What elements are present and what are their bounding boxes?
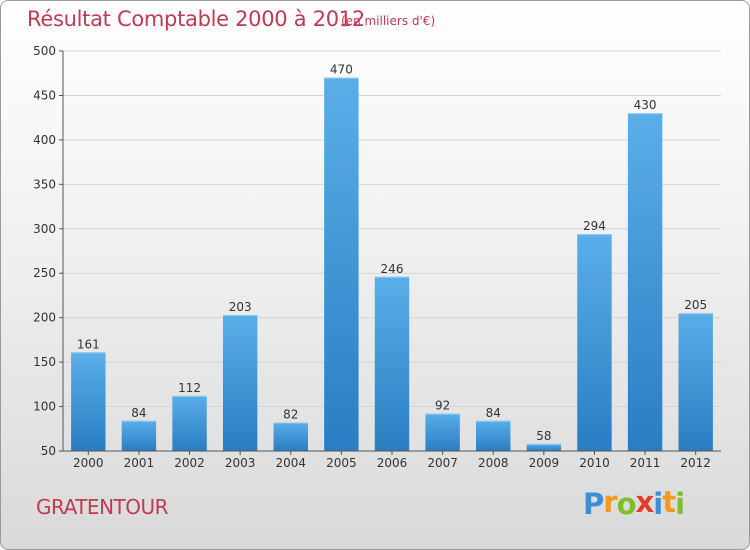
bar — [476, 420, 511, 451]
y-tick-label: 100 — [33, 400, 56, 414]
x-tick-label: 2006 — [377, 456, 408, 470]
bar — [121, 420, 157, 451]
x-tick-label: 2011 — [630, 456, 661, 470]
place-name: GRATENTOUR — [36, 495, 169, 519]
bar — [273, 422, 308, 451]
y-tick-label: 350 — [33, 177, 56, 191]
x-tick-label: 2008 — [478, 456, 509, 470]
bar — [71, 352, 106, 451]
x-tick-label: 2000 — [73, 456, 104, 470]
logo-letter: i — [653, 487, 663, 521]
y-tick-label: 300 — [33, 222, 56, 236]
data-label: 203 — [229, 300, 252, 314]
logo-letter: x — [635, 485, 655, 519]
y-tick-label: 500 — [33, 44, 56, 58]
y-tick-label: 200 — [33, 311, 56, 325]
bar — [222, 315, 258, 451]
y-tick-label: 150 — [33, 355, 56, 369]
x-tick-label: 2012 — [680, 456, 711, 470]
logo-letter: t — [662, 485, 676, 519]
chart-subtitle: (en milliers d'€) — [341, 14, 436, 28]
data-label: 294 — [583, 219, 606, 233]
data-label: 470 — [330, 63, 353, 77]
bar — [526, 443, 562, 451]
logo-letter: o — [616, 487, 637, 521]
x-tick-label: 2010 — [579, 456, 610, 470]
logo-letter: r — [603, 485, 617, 519]
y-tick-label: 400 — [33, 133, 56, 147]
data-label: 82 — [283, 408, 298, 422]
data-label: 92 — [435, 399, 450, 413]
x-tick-label: 2001 — [124, 456, 155, 470]
data-label: 205 — [684, 298, 707, 312]
chart-title: Résultat Comptable 2000 à 2012 — [27, 7, 365, 31]
bar — [374, 276, 410, 451]
x-tick-label: 2007 — [427, 456, 458, 470]
y-tick-label: 250 — [33, 266, 56, 280]
bar — [172, 395, 207, 451]
data-label: 112 — [178, 381, 201, 395]
x-tick-label: 2002 — [174, 456, 205, 470]
x-tick-label: 2003 — [225, 456, 256, 470]
data-label: 84 — [486, 406, 501, 420]
bar — [577, 234, 612, 451]
y-tick-label: 450 — [33, 88, 56, 102]
logo-letter: P — [583, 487, 604, 521]
x-tick-label: 2009 — [529, 456, 560, 470]
proxiti-logo: Proxiti — [583, 485, 685, 521]
x-tick-label: 2004 — [275, 456, 306, 470]
logo-letter: i — [675, 487, 685, 521]
data-label: 161 — [77, 337, 100, 351]
data-label: 84 — [131, 406, 146, 420]
data-label: 246 — [381, 262, 404, 276]
x-tick-label: 2005 — [326, 456, 357, 470]
bar — [678, 313, 713, 451]
data-label: 58 — [536, 429, 551, 443]
y-tick-label: 50 — [41, 444, 56, 458]
bar — [324, 77, 359, 452]
data-label: 430 — [634, 98, 657, 112]
bar — [627, 113, 663, 451]
bar — [425, 413, 460, 451]
